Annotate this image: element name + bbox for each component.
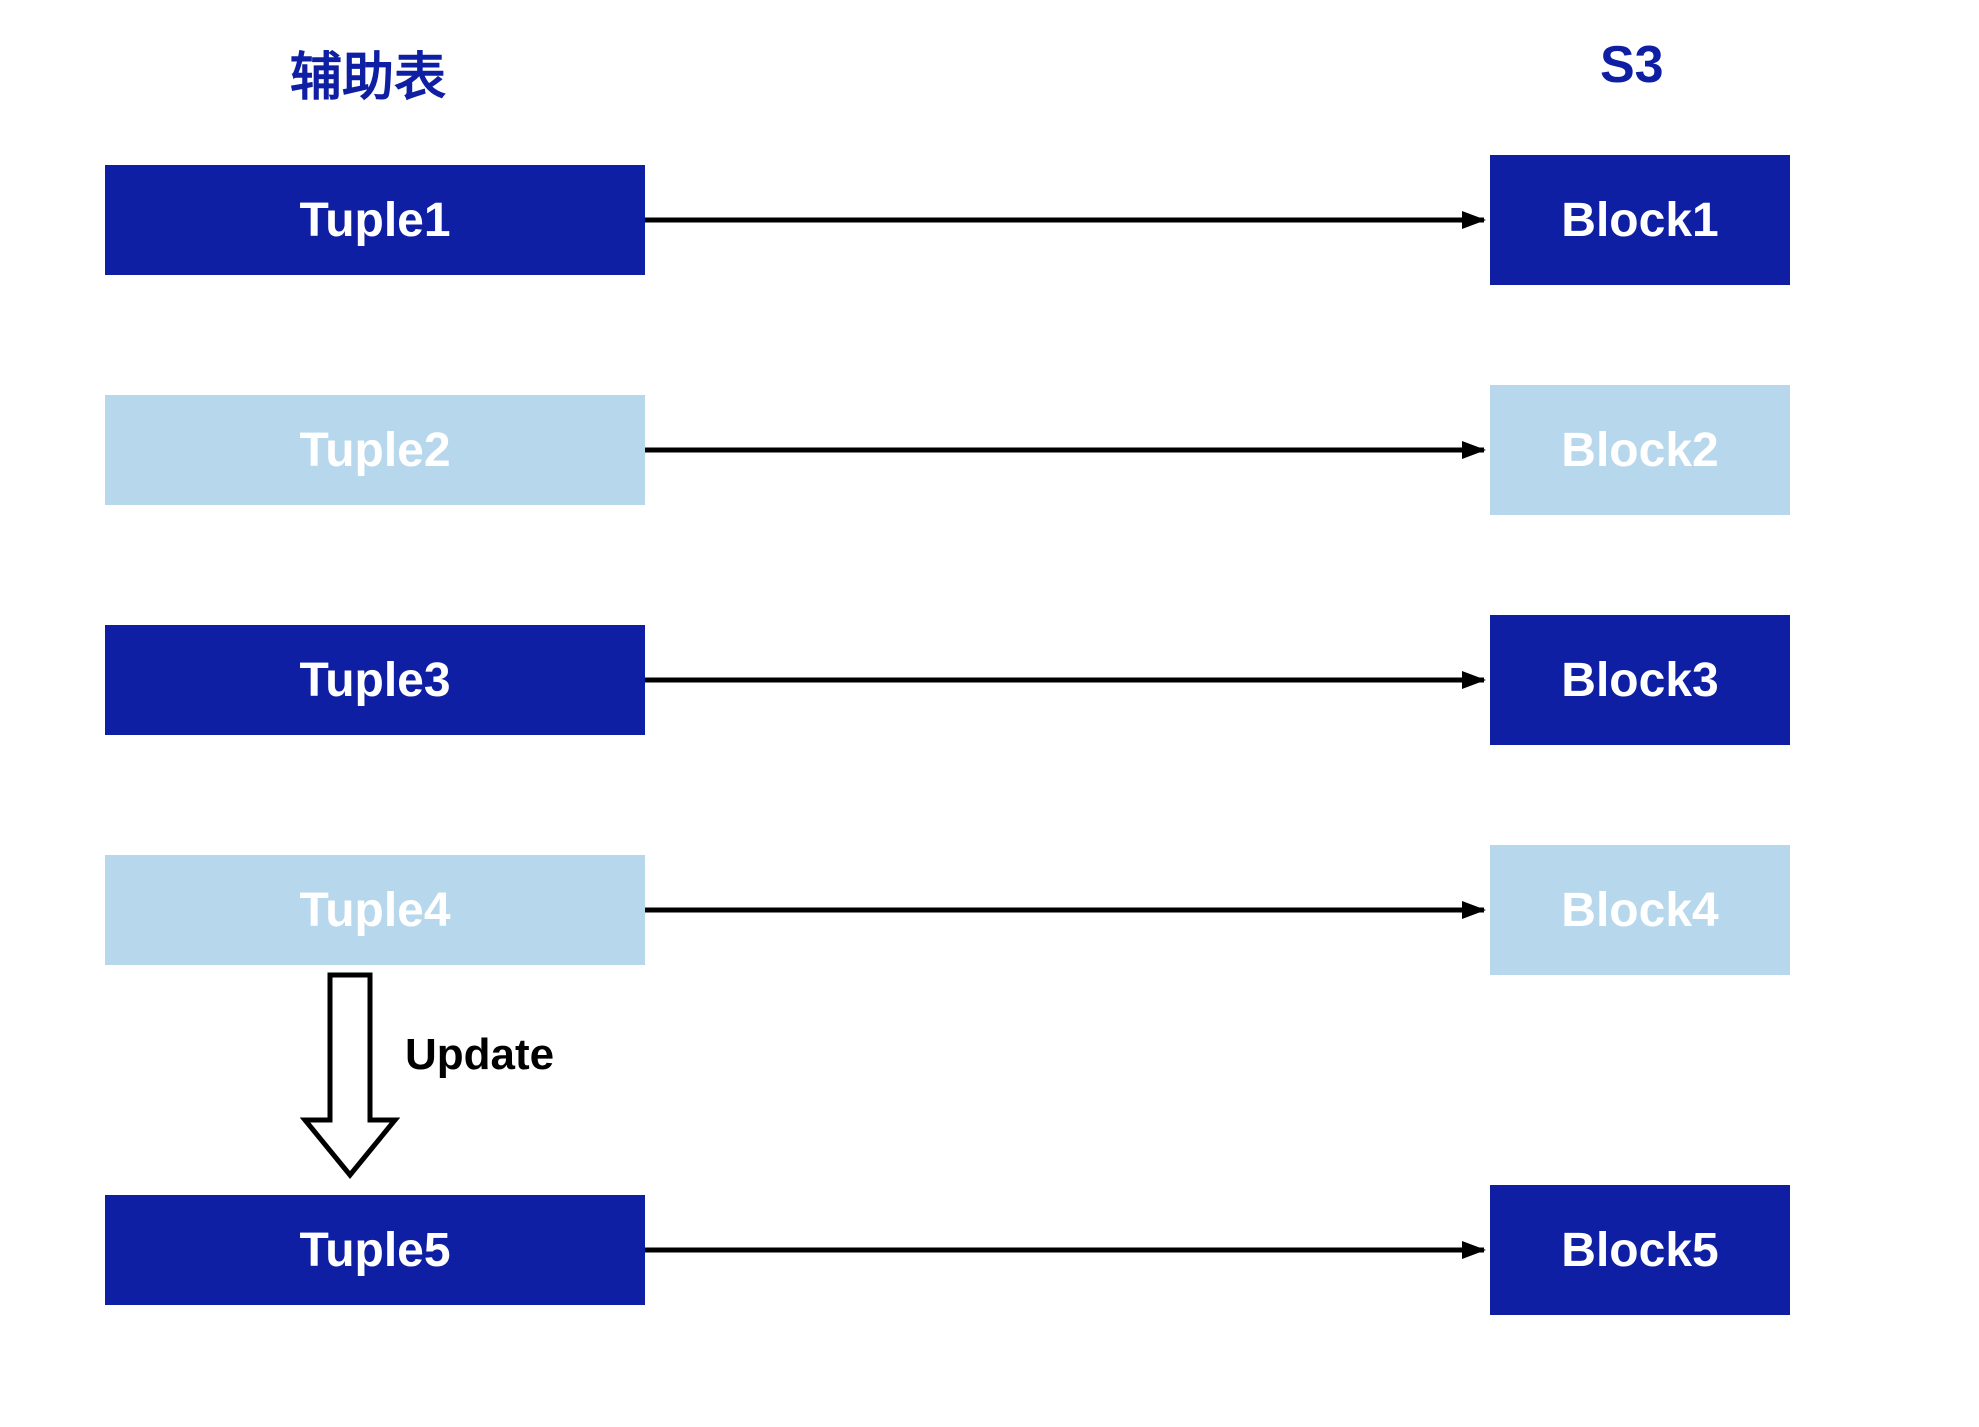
header-right: S3	[1600, 35, 1664, 95]
block-box-1: Block1	[1490, 155, 1790, 285]
tuple-box-4: Tuple4	[105, 855, 645, 965]
update-arrow-icon	[305, 975, 395, 1175]
diagram-root: 辅助表 S3 Tuple1 Tuple2 Tuple3 Tuple4 Tuple5 Block…	[0, 0, 1979, 1427]
header-left: 辅助表	[290, 35, 446, 110]
block-box-3: Block3	[1490, 615, 1790, 745]
block-box-5: Block5	[1490, 1185, 1790, 1315]
block-box-4: Block4	[1490, 845, 1790, 975]
tuple-box-2: Tuple2	[105, 395, 645, 505]
tuple-box-1: Tuple1	[105, 165, 645, 275]
tuple-box-3: Tuple3	[105, 625, 645, 735]
update-label: Update	[405, 1030, 554, 1080]
tuple-box-5: Tuple5	[105, 1195, 645, 1305]
block-box-2: Block2	[1490, 385, 1790, 515]
